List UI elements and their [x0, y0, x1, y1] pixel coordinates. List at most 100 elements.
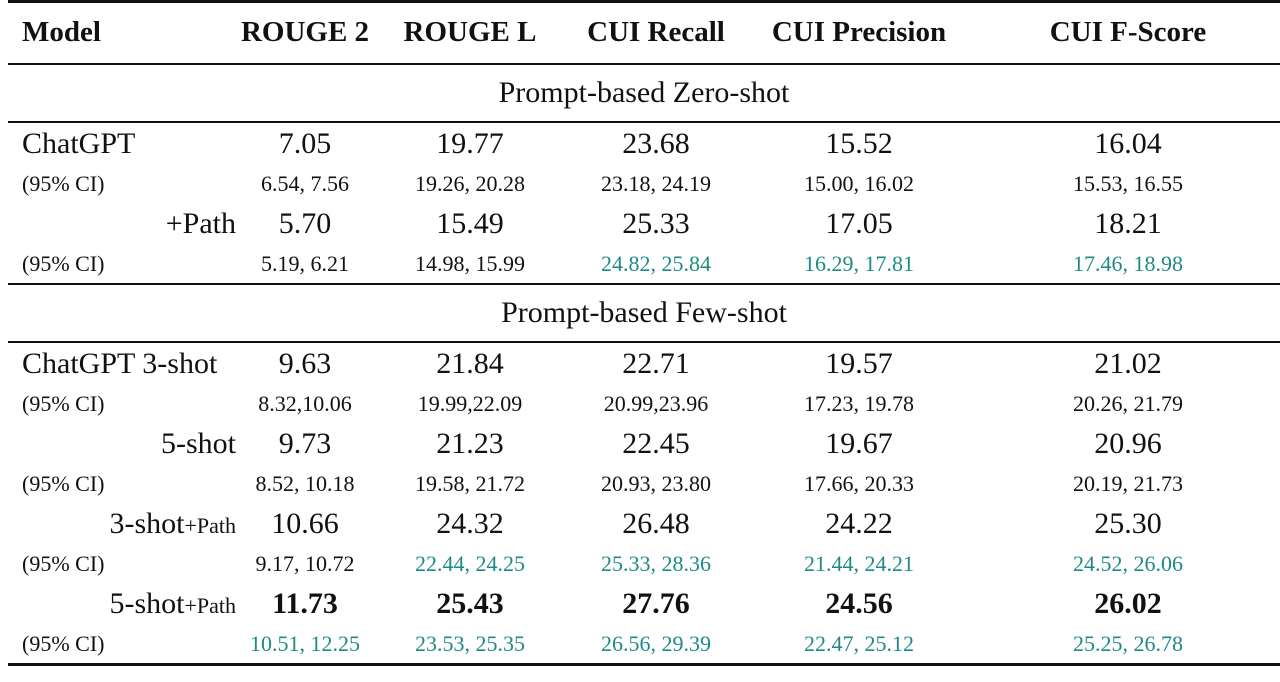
cell-value: 9.73: [278, 426, 332, 460]
ci-value: 20.26, 21.79: [1073, 390, 1183, 416]
cell-value: 18.21: [1094, 206, 1162, 240]
ci-value: 20.99,23.96: [603, 390, 709, 416]
header-cui-fscore: CUI F-Score: [976, 0, 1280, 64]
ci-value-highlight: 21.44, 24.21: [804, 550, 914, 576]
ci-value-highlight: 22.44, 24.25: [415, 550, 525, 576]
ci-value-highlight: 25.25, 26.78: [976, 624, 1280, 666]
cell-value: 15.49: [436, 206, 504, 240]
header-rougel: ROUGE L: [370, 0, 570, 64]
ci-value-highlight: 10.51, 12.25: [240, 624, 370, 666]
cell-value: 23.68: [570, 120, 742, 165]
cell-value: 24.22: [825, 506, 893, 540]
ci-value: 6.54, 7.56: [261, 170, 349, 196]
cell-value: 20.96: [1094, 426, 1162, 460]
ci-label: (95% CI): [8, 624, 240, 666]
cell-value: 16.04: [976, 120, 1280, 165]
cell-value: 10.66: [271, 506, 339, 540]
cell-value: 25.33: [622, 206, 690, 240]
ci-value: 20.93, 23.80: [601, 470, 711, 496]
ci-value: 19.26, 20.28: [415, 170, 525, 196]
cell-value-best: 25.43: [436, 586, 504, 620]
row-label-suffix: +Path: [184, 592, 236, 618]
table-row: ChatGPT 3-shot 9.63 21.84 22.71 19.57 21…: [8, 340, 1280, 385]
ci-value: 19.99,22.09: [417, 390, 523, 416]
ci-value: 8.52, 10.18: [255, 470, 355, 496]
table-row: 5-shot 9.73 21.23 22.45 19.67 20.96: [8, 423, 1280, 465]
header-cui-recall: CUI Recall: [570, 0, 742, 64]
row-label-suffix: +Path: [184, 512, 236, 538]
cell-value-best: 26.02: [1094, 586, 1162, 620]
row-label: 5-shot: [161, 426, 236, 460]
ci-value-highlight: 24.82, 25.84: [601, 250, 711, 276]
cell-value-best: 11.73: [272, 586, 338, 620]
ci-value-highlight: 24.52, 26.06: [1073, 550, 1183, 576]
ci-label: (95% CI): [22, 390, 105, 416]
cell-value-best: 27.76: [622, 586, 690, 620]
ci-value: 14.98, 15.99: [415, 250, 525, 276]
ci-value-highlight: 17.46, 18.98: [1073, 250, 1183, 276]
ci-value: 15.53, 16.55: [1073, 170, 1183, 196]
header-model: Model: [8, 0, 240, 64]
ci-label: (95% CI): [22, 250, 105, 276]
table-row: 3-shot+Path 10.66 24.32 26.48 24.22 25.3…: [8, 503, 1280, 545]
row-label-main: 3-shot: [109, 506, 185, 540]
ci-value: 23.18, 24.19: [601, 170, 711, 196]
cell-value: 21.84: [370, 340, 570, 385]
header-row: Model ROUGE 2 ROUGE L CUI Recall CUI Pre…: [8, 0, 1280, 64]
ci-row: (95% CI) 8.52, 10.18 19.58, 21.72 20.93,…: [8, 465, 1280, 503]
ci-value: 9.17, 10.72: [255, 550, 355, 576]
cell-value: 17.05: [825, 206, 893, 240]
section-title: Prompt-based Few-shot: [8, 282, 1280, 342]
results-table: Model ROUGE 2 ROUGE L CUI Recall CUI Pre…: [8, 0, 1280, 666]
cell-value: 21.02: [976, 340, 1280, 385]
ci-label: (95% CI): [22, 470, 105, 496]
cell-value: 19.67: [825, 426, 893, 460]
ci-value: 17.23, 19.78: [804, 390, 914, 416]
row-label: ChatGPT: [8, 120, 240, 165]
ci-value: 8.32,10.06: [258, 390, 352, 416]
ci-value: 20.19, 21.73: [1073, 470, 1183, 496]
cell-value-best: 24.56: [825, 586, 893, 620]
cell-value: 19.57: [742, 340, 976, 385]
section-row-zero-shot: Prompt-based Zero-shot: [8, 62, 1280, 122]
cell-value: 22.71: [570, 340, 742, 385]
cell-value: 9.63: [240, 340, 370, 385]
ci-value-highlight: 23.53, 25.35: [370, 624, 570, 666]
section-row-few-shot: Prompt-based Few-shot: [8, 282, 1280, 342]
cell-value: 5.70: [278, 206, 332, 240]
cell-value: 15.52: [742, 120, 976, 165]
ci-value: 19.58, 21.72: [415, 470, 525, 496]
cell-value: 22.45: [622, 426, 690, 460]
cell-value: 19.77: [370, 120, 570, 165]
table-row: ChatGPT 7.05 19.77 23.68 15.52 16.04: [8, 120, 1280, 165]
ci-value-highlight: 22.47, 25.12: [742, 624, 976, 666]
table-row: 5-shot+Path 11.73 25.43 27.76 24.56 26.0…: [8, 583, 1280, 625]
section-title: Prompt-based Zero-shot: [8, 62, 1280, 122]
cell-value: 26.48: [622, 506, 690, 540]
ci-value-highlight: 26.56, 29.39: [570, 624, 742, 666]
ci-value: 5.19, 6.21: [261, 250, 349, 276]
ci-row: (95% CI) 8.32,10.06 19.99,22.09 20.99,23…: [8, 385, 1280, 423]
header-cui-precision: CUI Precision: [742, 0, 976, 64]
cell-value: 7.05: [240, 120, 370, 165]
ci-row: (95% CI) 5.19, 6.21 14.98, 15.99 24.82, …: [8, 245, 1280, 284]
ci-value-highlight: 16.29, 17.81: [804, 250, 914, 276]
ci-label: (95% CI): [22, 170, 105, 196]
row-label: +Path: [165, 206, 236, 240]
table-row: +Path 5.70 15.49 25.33 17.05 18.21: [8, 203, 1280, 245]
row-label: ChatGPT 3-shot: [8, 340, 240, 385]
ci-value-highlight: 25.33, 28.36: [601, 550, 711, 576]
cell-value: 21.23: [436, 426, 504, 460]
row-label: 3-shot+Path: [8, 503, 240, 545]
ci-value: 17.66, 20.33: [804, 470, 914, 496]
ci-value: 15.00, 16.02: [804, 170, 914, 196]
ci-row: (95% CI) 6.54, 7.56 19.26, 20.28 23.18, …: [8, 165, 1280, 203]
ci-label: (95% CI): [22, 550, 105, 576]
cell-value: 24.32: [436, 506, 504, 540]
ci-row: (95% CI) 9.17, 10.72 22.44, 24.25 25.33,…: [8, 545, 1280, 583]
ci-row: (95% CI) 10.51, 12.25 23.53, 25.35 26.56…: [8, 624, 1280, 666]
row-label-main: 5-shot: [109, 586, 185, 620]
cell-value: 25.30: [1094, 506, 1162, 540]
row-label: 5-shot+Path: [8, 583, 240, 625]
header-rouge2: ROUGE 2: [240, 0, 370, 64]
